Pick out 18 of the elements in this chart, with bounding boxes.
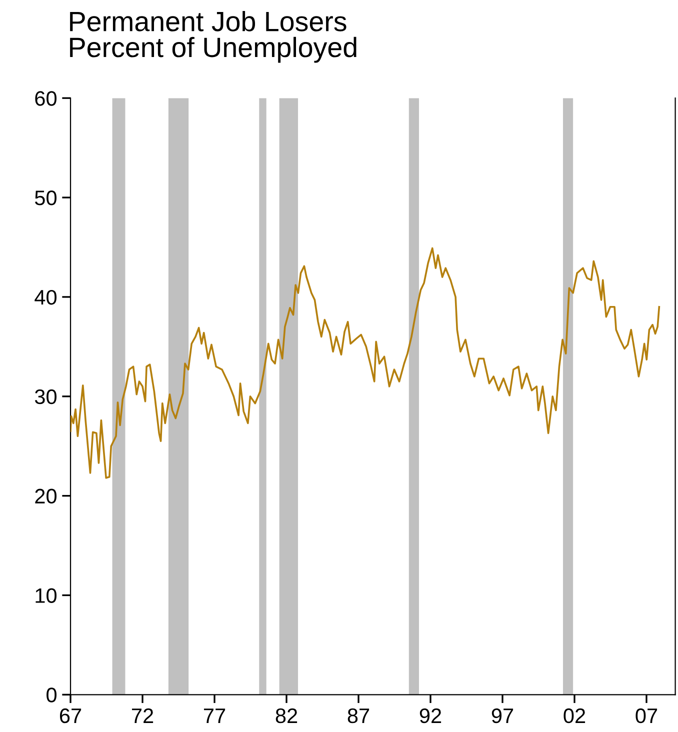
y-tick-label: 0 — [46, 688, 57, 702]
x-tick-label: 97 — [492, 708, 514, 724]
y-tick-label: 50 — [34, 190, 57, 206]
x-tick-label: 77 — [204, 708, 226, 723]
y-tick-label: 10 — [36, 588, 57, 603]
x-tick-label: 92 — [420, 708, 442, 724]
y-tick-label: 40 — [34, 290, 57, 305]
y-tick-label: 60 — [35, 91, 57, 106]
x-tick-label: 82 — [276, 708, 298, 724]
chart-title: Permanent Job Losers Percent of Unemployed — [70, 10, 356, 63]
x-tick-label: 67 — [60, 708, 82, 724]
x-tick-label: 72 — [132, 708, 154, 723]
x-tick-label: 07 — [636, 708, 658, 724]
x-tick-label: 87 — [348, 708, 370, 724]
line-series — [70, 247, 660, 479]
y-tick-label: 30 — [34, 389, 57, 404]
y-tick-label: 20 — [35, 488, 57, 504]
x-tick-label: 02 — [564, 708, 586, 724]
